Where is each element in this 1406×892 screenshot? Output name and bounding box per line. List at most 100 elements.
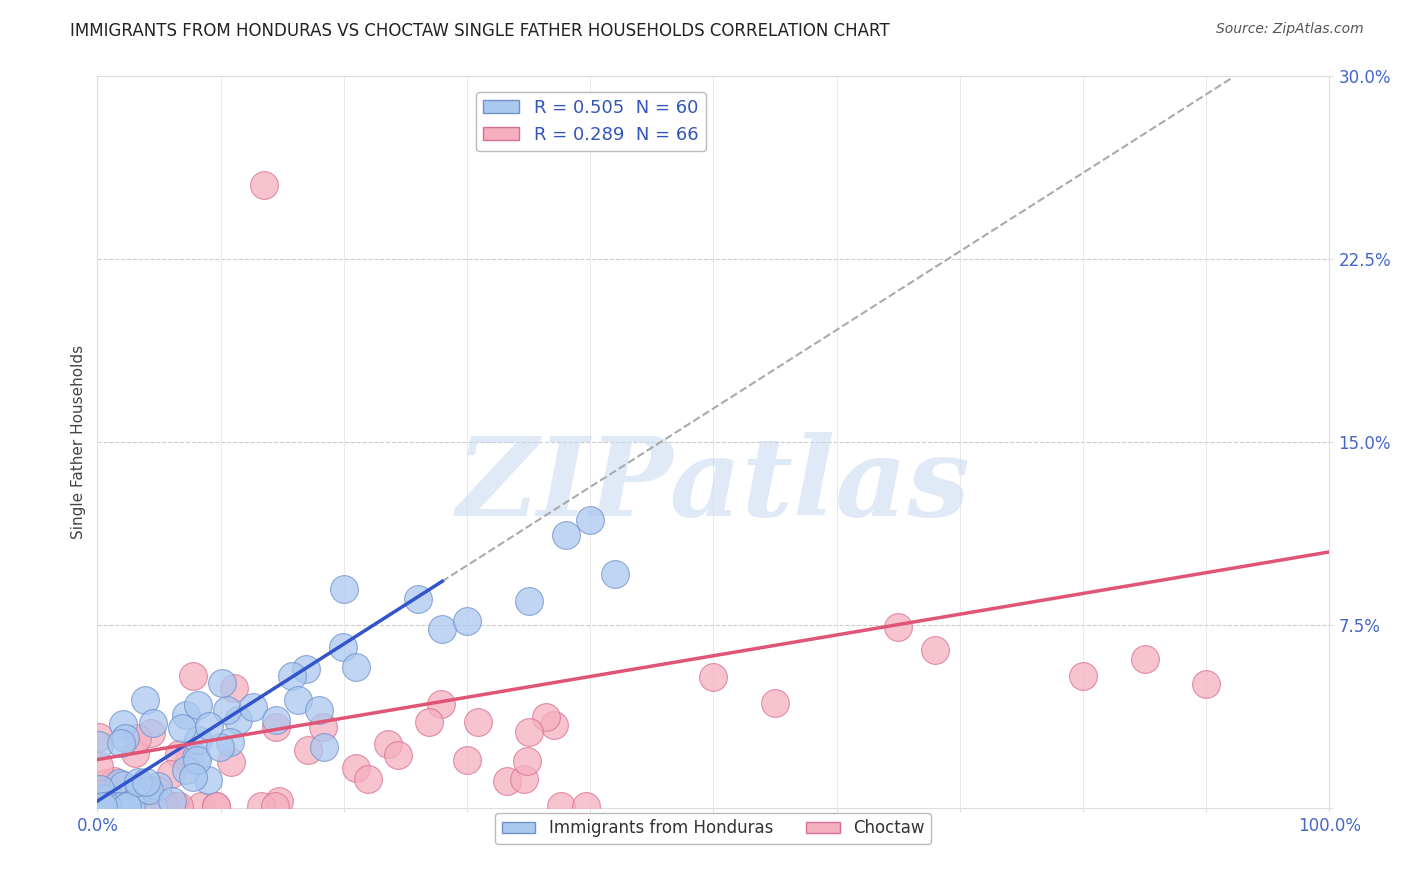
Point [127,774,149,789]
Point [456,614,478,628]
Point [543,717,565,731]
Point [89,799,111,814]
Point [174,763,197,777]
Point [924,643,946,657]
Point [219,755,242,769]
Point [211,676,233,690]
Point [186,750,208,764]
Point [96,799,118,814]
Point [141,726,163,740]
Point [1071,669,1094,683]
Point [204,799,226,814]
Point [118,799,141,814]
Point [121,799,143,814]
Point [101,799,124,814]
Point [167,747,190,761]
Point [89,795,111,809]
Point [314,740,336,755]
Point [89,781,111,796]
Point [209,740,232,755]
Text: IMMIGRANTS FROM HONDURAS VS CHOCTAW SINGLE FATHER HOUSEHOLDS CORRELATION CHART: IMMIGRANTS FROM HONDURAS VS CHOCTAW SING… [70,22,890,40]
Point [432,623,454,637]
Point [198,719,221,733]
Point [96,799,118,814]
Point [115,799,138,814]
Point [763,696,786,710]
Point [269,794,291,808]
Point [97,791,120,805]
Point [91,799,114,814]
Point [108,799,131,814]
Point [294,662,316,676]
Point [96,775,118,789]
Point [152,799,174,814]
Point [89,791,111,805]
Point [456,753,478,767]
Point [517,724,540,739]
Point [114,731,136,746]
Point [160,794,183,808]
Point [172,722,194,736]
Point [146,780,169,794]
Point [222,681,245,695]
Point [135,774,157,789]
Point [534,709,557,723]
Point [406,591,429,606]
Point [377,737,399,751]
Point [98,797,121,812]
Point [115,799,138,814]
Point [187,698,209,713]
Point [97,799,120,814]
Point [181,770,204,784]
Point [579,513,602,527]
Point [1133,652,1156,666]
Point [312,720,335,734]
Point [228,713,250,727]
Point [387,748,409,763]
Point [89,799,111,814]
Point [179,753,201,767]
Point [101,799,124,814]
Point [197,772,219,787]
Legend: Immigrants from Honduras, Choctaw: Immigrants from Honduras, Choctaw [495,813,931,844]
Point [264,720,287,734]
Point [87,759,110,773]
Point [344,761,367,775]
Point [98,799,121,814]
Point [187,733,209,747]
Point [1195,677,1218,691]
Point [96,799,118,814]
Point [215,703,238,717]
Point [253,178,276,193]
Point [516,754,538,768]
Point [603,567,626,582]
Point [128,783,150,797]
Point [87,730,110,744]
Text: Source: ZipAtlas.com: Source: ZipAtlas.com [1216,22,1364,37]
Point [110,736,132,750]
Point [344,660,367,674]
Point [149,799,172,814]
Point [181,669,204,683]
Point [146,782,169,797]
Point [550,799,572,814]
Point [297,742,319,756]
Point [125,731,148,746]
Point [281,668,304,682]
Point [495,774,517,789]
Point [702,670,724,684]
Point [205,799,228,814]
Point [142,715,165,730]
Point [162,799,184,814]
Point [287,692,309,706]
Point [264,714,287,728]
Point [120,797,142,811]
Point [142,799,165,814]
Point [160,766,183,780]
Point [97,799,120,814]
Point [165,799,187,814]
Point [111,778,134,792]
Point [467,715,489,730]
Point [167,799,190,814]
Point [107,775,129,789]
